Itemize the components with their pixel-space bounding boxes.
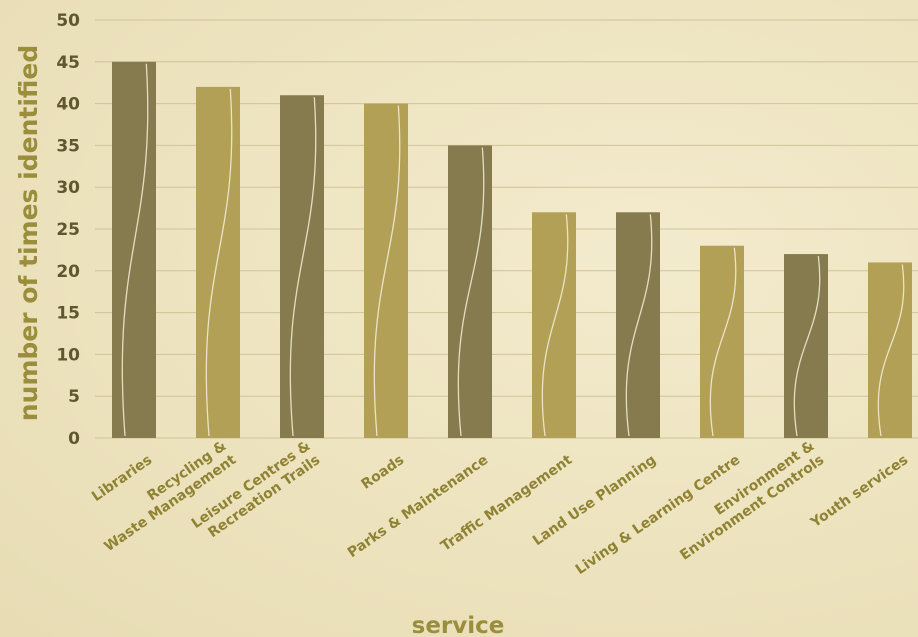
x-tick-label-line: Environment Controls xyxy=(677,452,827,564)
bar xyxy=(280,95,324,439)
x-axis-title: service xyxy=(412,613,505,637)
bar xyxy=(364,103,408,438)
y-tick-label: 50 xyxy=(56,11,80,31)
y-tick-label: 15 xyxy=(56,304,80,324)
bar xyxy=(448,145,492,438)
x-tick-label: Libraries xyxy=(89,452,155,505)
bar-highlight-curve xyxy=(625,214,653,437)
bar-highlight-curve xyxy=(457,147,485,437)
bar-highlight-curve xyxy=(289,97,317,437)
bar-highlight-curve xyxy=(793,256,821,437)
bar-highlight-curve xyxy=(541,214,569,437)
y-tick-label: 10 xyxy=(56,345,80,365)
bar-highlight-curve xyxy=(877,264,905,437)
bar xyxy=(112,61,156,439)
bar xyxy=(700,245,744,438)
y-tick-label: 35 xyxy=(56,136,80,156)
x-tick-label-line: Roads xyxy=(359,452,408,493)
bar xyxy=(196,86,240,438)
bar xyxy=(868,262,912,438)
y-tick-label: 25 xyxy=(56,220,80,240)
x-tick-label: Roads xyxy=(359,452,408,493)
y-axis-title: number of times identified xyxy=(14,45,43,422)
x-tick-label-line: Libraries xyxy=(89,452,155,505)
bar xyxy=(784,254,828,438)
bar-highlight-curve xyxy=(205,88,233,437)
bar-highlight-curve xyxy=(709,247,737,437)
y-tick-label: 5 xyxy=(68,387,80,407)
y-axis-ticks: 0 5 10 15 20 25 30 35 40 45 50 xyxy=(56,11,80,449)
bar-highlight-curve xyxy=(373,105,401,437)
y-tick-label: 40 xyxy=(56,95,80,115)
bars xyxy=(112,61,912,439)
y-tick-label: 45 xyxy=(56,53,80,73)
y-tick-label: 20 xyxy=(56,262,80,282)
y-tick-label: 30 xyxy=(56,178,80,198)
x-tick-label-line: Parks & Maintenance xyxy=(345,452,491,561)
bar xyxy=(532,212,576,438)
y-tick-label: 0 xyxy=(68,429,80,449)
x-tick-label: Parks & Maintenance xyxy=(345,452,491,561)
bar-highlight-curve xyxy=(121,63,149,437)
bar xyxy=(616,212,660,438)
